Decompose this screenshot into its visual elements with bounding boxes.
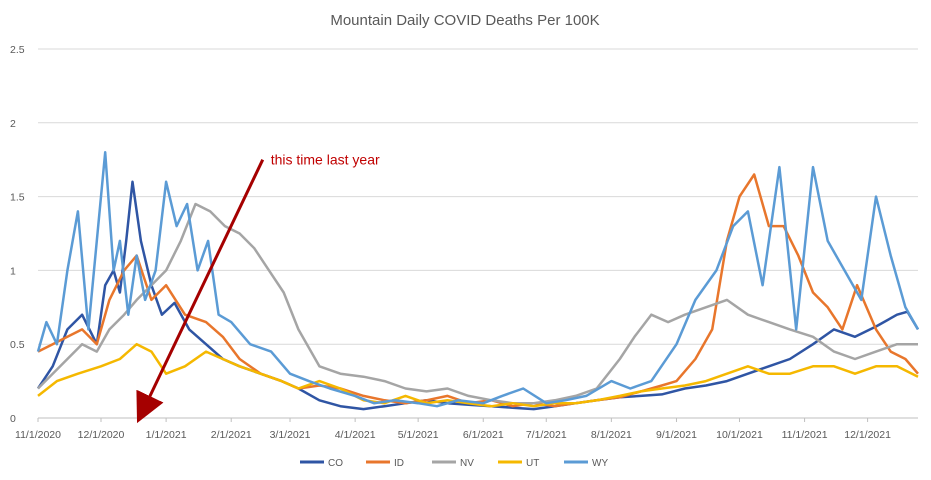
y-tick-label: 0: [10, 413, 16, 425]
x-tick-label: 1/1/2021: [146, 429, 187, 441]
annotation-text: this time last year: [271, 152, 380, 168]
annotation: this time last year: [136, 152, 380, 424]
legend-label-nv: NV: [460, 458, 474, 469]
x-tick-label: 5/1/2021: [398, 429, 439, 441]
x-tick-label: 7/1/2021: [526, 429, 567, 441]
legend-label-wy: WY: [592, 458, 608, 469]
x-tick-label: 8/1/2021: [591, 429, 632, 441]
x-tick-label: 11/1/2021: [782, 429, 828, 441]
x-tick-label: 9/1/2021: [656, 429, 697, 441]
legend-label-ut: UT: [526, 458, 539, 469]
legend-label-id: ID: [394, 458, 404, 469]
gridlines: [38, 48, 918, 419]
series-line-co: [36, 180, 920, 411]
series-line-wy: [36, 151, 920, 408]
x-tick-label: 6/1/2021: [463, 429, 504, 441]
legend-label-co: CO: [328, 458, 343, 469]
x-tick-label: 10/1/2021: [716, 429, 763, 441]
legend: CO ID NV UT WY: [300, 458, 608, 469]
x-tick-label: 12/1/2020: [78, 429, 125, 441]
y-tick-label: 2: [10, 118, 16, 130]
x-tick-label: 2/1/2021: [211, 429, 252, 441]
series-lines: [36, 151, 920, 411]
series-line-ut: [37, 342, 919, 408]
x-tick-label: 11/1/2020: [15, 429, 61, 441]
y-tick-label: 1: [10, 265, 16, 277]
x-axis-ticks: 11/1/2020 12/1/2020 1/1/2021 2/1/2021 3/1/20…: [15, 418, 891, 441]
y-tick-label: 1.5: [10, 192, 25, 204]
chart-title: Mountain Daily COVID Deaths Per 100K: [330, 12, 599, 29]
x-tick-label: 3/1/2021: [270, 429, 311, 441]
x-tick-label: 4/1/2021: [335, 429, 376, 441]
y-tick-label: 0.5: [10, 339, 25, 351]
x-tick-label: 12/1/2021: [844, 429, 891, 441]
y-axis-ticks: 0 0.5 1 1.5 2 2.5: [10, 44, 25, 425]
y-tick-label: 2.5: [10, 44, 25, 56]
annotation-arrow: [136, 159, 265, 424]
